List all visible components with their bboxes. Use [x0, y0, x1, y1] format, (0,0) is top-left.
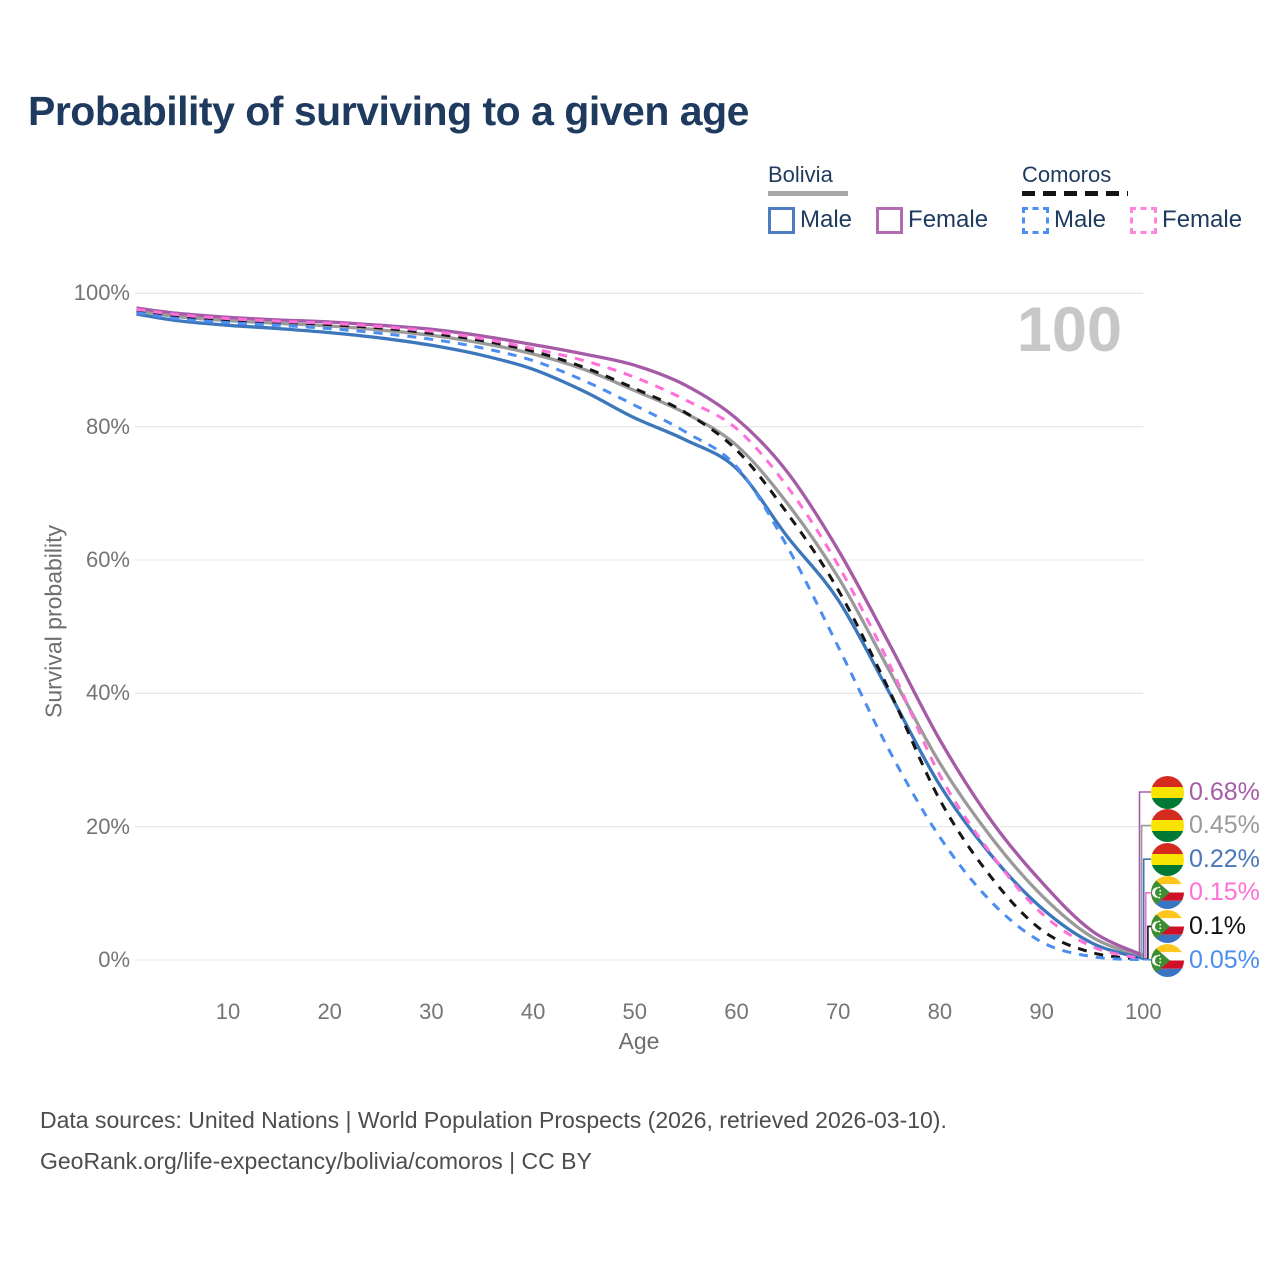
y-tick-80: 80% [85, 413, 130, 439]
y-axis-title: Survival probability [40, 524, 67, 719]
legend-item-bolivia-male[interactable]: Male [768, 206, 852, 234]
comoros-flag-icon [1151, 876, 1184, 910]
end-label-connector-bolivia-male [1142, 858, 1151, 960]
data-sources-text: Data sources: United Nations | World Pop… [40, 1107, 947, 1133]
legend-comoros-line-swatch [1022, 191, 1128, 196]
end-label-bolivia-female: 0.68% [1151, 775, 1260, 809]
legend-item-label: Male [1054, 206, 1107, 233]
x-tick-10: 10 [215, 999, 241, 1024]
bolivia-flag-icon [1151, 842, 1184, 876]
end-label-comoros-both: 0.1% [1151, 909, 1246, 943]
end-label-bolivia-both: 0.45% [1151, 809, 1260, 843]
comoros-flag-icon [1151, 909, 1184, 943]
end-label-value: 0.15% [1189, 878, 1260, 907]
legend-item-bolivia-female[interactable]: Female [876, 206, 988, 234]
y-tick-0: 0% [98, 947, 130, 972]
legend-swatch-comoros-female [1130, 206, 1158, 234]
legend-item-label: Female [1162, 206, 1243, 233]
age-watermark: 100 [1016, 295, 1122, 365]
x-tick-100: 100 [1124, 999, 1162, 1024]
legend-group-bolivia: Bolivia Male Female [768, 162, 988, 234]
legend-swatch-bolivia-female [876, 206, 904, 234]
end-label-bolivia-male: 0.22% [1151, 842, 1260, 876]
legend-swatch-bolivia-male [768, 206, 795, 234]
legend-group-comoros-title: Comoros [1022, 162, 1112, 187]
legend-group-bolivia-title: Bolivia [768, 162, 833, 187]
legend-item-label: Female [908, 206, 989, 233]
x-tick-70: 70 [825, 999, 851, 1024]
end-label-value: 0.45% [1189, 811, 1260, 840]
x-tick-40: 40 [520, 999, 546, 1024]
y-tick-100: 100% [73, 280, 130, 306]
bolivia-flag-icon [1151, 775, 1184, 809]
legend-item-comoros-female[interactable]: Female [1130, 206, 1242, 234]
legend-group-comoros: Comoros Male Female [1022, 162, 1242, 234]
legend-item-label: Male [800, 206, 853, 233]
y-tick-60: 60% [85, 546, 130, 572]
end-label-comoros-male: 0.05% [1151, 943, 1260, 977]
legend-bolivia-line-swatch [768, 191, 848, 196]
x-tick-50: 50 [622, 999, 648, 1024]
end-label-value: 0.05% [1189, 945, 1260, 974]
comoros-flag-icon [1151, 943, 1184, 977]
series-line-bolivia-male[interactable] [136, 312, 1144, 961]
x-tick-90: 90 [1029, 999, 1054, 1024]
end-label-connector-bolivia-both [1140, 824, 1151, 958]
end-label-comoros-female: 0.15% [1151, 876, 1260, 910]
end-label-value: 0.1% [1189, 911, 1246, 940]
x-axis-title: Age [618, 1028, 660, 1054]
bolivia-flag-icon [1151, 809, 1184, 843]
y-tick-40: 40% [85, 680, 130, 706]
y-tick-20: 20% [85, 813, 130, 839]
x-tick-20: 20 [317, 999, 342, 1024]
attribution-text: GeoRank.org/life-expectancy/bolivia/como… [40, 1148, 592, 1174]
x-tick-80: 80 [927, 999, 953, 1024]
legend-item-comoros-male[interactable]: Male [1022, 206, 1106, 234]
legend-swatch-comoros-male [1022, 206, 1049, 234]
end-label-value: 0.22% [1189, 844, 1260, 873]
end-label-value: 0.68% [1189, 777, 1260, 806]
series-line-comoros-male[interactable] [136, 311, 1144, 962]
x-tick-60: 60 [724, 999, 749, 1024]
x-tick-30: 30 [419, 999, 444, 1024]
series-line-comoros-female[interactable] [136, 307, 1144, 961]
page-title: Probability of surviving to a given age [28, 88, 749, 134]
